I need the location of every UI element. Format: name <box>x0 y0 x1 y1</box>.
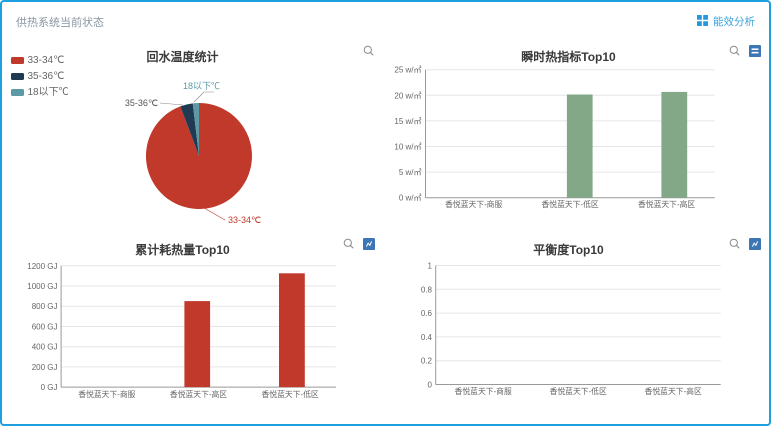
svg-text:0.4: 0.4 <box>421 333 433 342</box>
svg-text:香悦蓝天下-低区: 香悦蓝天下-低区 <box>262 389 319 399</box>
svg-text:35-36℃: 35-36℃ <box>125 98 158 108</box>
svg-text:香悦蓝天下-低区: 香悦蓝天下-低区 <box>550 386 607 396</box>
svg-text:15 w/㎡: 15 w/㎡ <box>394 117 421 126</box>
svg-text:18以下℃: 18以下℃ <box>183 81 220 91</box>
svg-text:200 GJ: 200 GJ <box>32 363 58 372</box>
svg-text:香悦蓝天下-高区: 香悦蓝天下-高区 <box>645 386 702 396</box>
svg-text:香悦蓝天下-商服: 香悦蓝天下-商服 <box>445 199 502 209</box>
svg-text:33-34℃: 33-34℃ <box>228 215 261 225</box>
svg-text:0.6: 0.6 <box>421 309 433 318</box>
svg-text:400 GJ: 400 GJ <box>32 343 58 352</box>
svg-text:800 GJ: 800 GJ <box>32 302 58 311</box>
svg-text:1200 GJ: 1200 GJ <box>27 262 57 271</box>
svg-text:香悦蓝天下-商服: 香悦蓝天下-商服 <box>455 386 512 396</box>
svg-text:600 GJ: 600 GJ <box>32 323 58 332</box>
svg-text:1: 1 <box>428 262 433 271</box>
svg-text:0 GJ: 0 GJ <box>41 383 58 392</box>
svg-text:0 w/㎡: 0 w/㎡ <box>399 194 422 203</box>
svg-text:20 w/㎡: 20 w/㎡ <box>394 91 421 100</box>
svg-text:香悦蓝天下-商服: 香悦蓝天下-商服 <box>78 389 135 399</box>
svg-text:10 w/㎡: 10 w/㎡ <box>394 143 421 152</box>
svg-text:0.2: 0.2 <box>421 357 433 366</box>
svg-text:香悦蓝天下-低区: 香悦蓝天下-低区 <box>542 199 599 209</box>
svg-text:5 w/㎡: 5 w/㎡ <box>399 168 422 177</box>
svg-text:香悦蓝天下-高区: 香悦蓝天下-高区 <box>638 199 695 209</box>
svg-text:香悦蓝天下-高区: 香悦蓝天下-高区 <box>170 389 227 399</box>
svg-text:25 w/㎡: 25 w/㎡ <box>394 66 421 75</box>
svg-text:0: 0 <box>428 381 433 390</box>
svg-text:1000 GJ: 1000 GJ <box>27 282 57 291</box>
svg-text:0.8: 0.8 <box>421 285 433 294</box>
